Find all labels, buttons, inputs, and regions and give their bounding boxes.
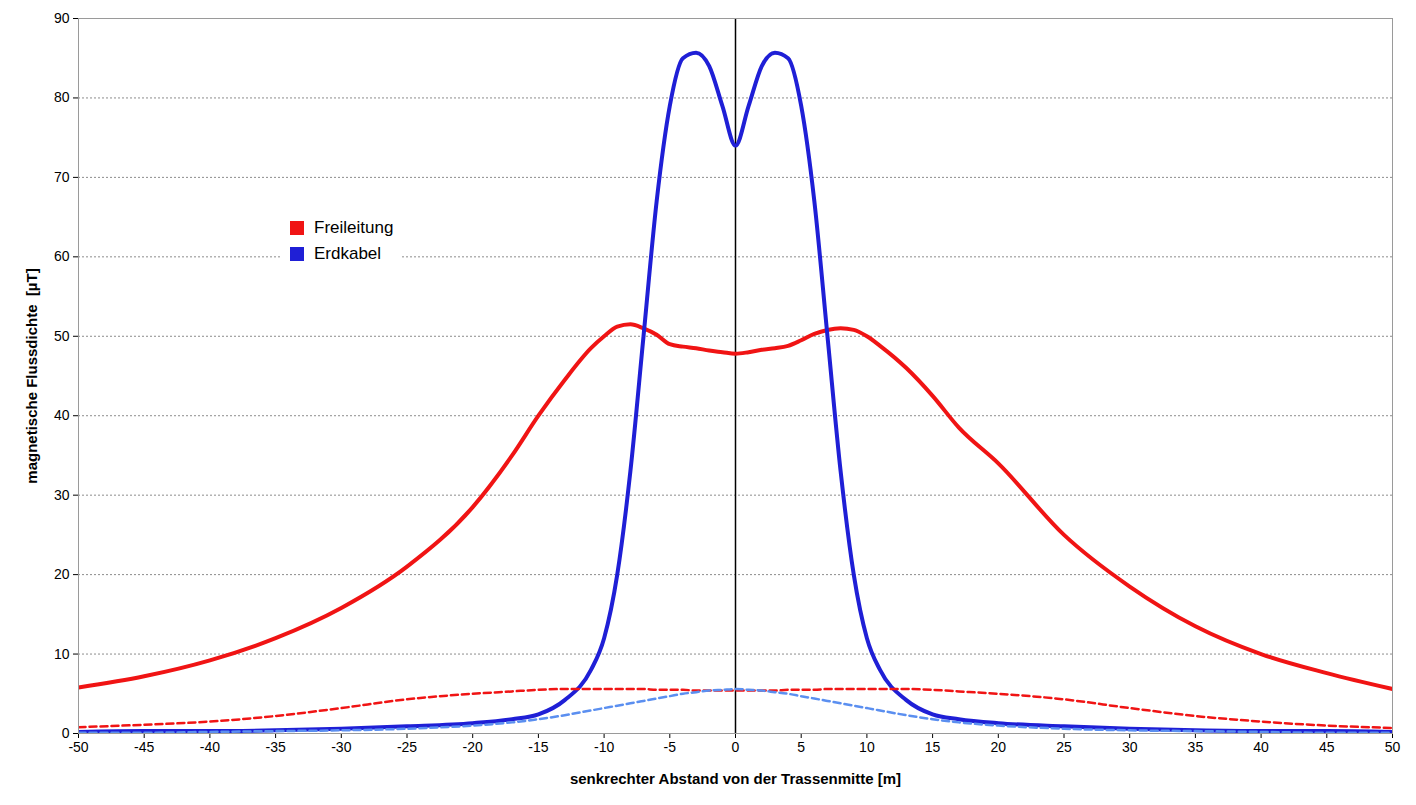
svg-text:10: 10 [54, 646, 70, 662]
svg-text:-15: -15 [528, 739, 548, 755]
svg-text:10: 10 [859, 739, 875, 755]
svg-text:-50: -50 [68, 739, 88, 755]
svg-text:25: 25 [1056, 739, 1072, 755]
svg-text:-20: -20 [463, 739, 483, 755]
svg-text:45: 45 [1319, 739, 1335, 755]
svg-text:30: 30 [54, 487, 70, 503]
svg-text:70: 70 [54, 169, 70, 185]
svg-text:-10: -10 [594, 739, 614, 755]
svg-text:0: 0 [61, 725, 70, 741]
svg-text:35: 35 [1188, 739, 1204, 755]
svg-text:90: 90 [54, 10, 70, 26]
html-text:Freileitung: Freileitung [314, 218, 394, 237]
svg-text:40: 40 [54, 407, 70, 423]
svg-text:-30: -30 [331, 739, 351, 755]
svg-text:40: 40 [1253, 739, 1269, 755]
svg-text:50: 50 [1385, 739, 1401, 755]
svg-text:15: 15 [925, 739, 941, 755]
svg-text:20: 20 [991, 739, 1007, 755]
svg-text:-25: -25 [397, 739, 417, 755]
svg-text:-35: -35 [265, 739, 285, 755]
svg-text:0: 0 [732, 739, 740, 755]
svg-text:-45: -45 [134, 739, 154, 755]
svg-text:-40: -40 [200, 739, 220, 755]
svg-text:60: 60 [54, 248, 70, 264]
svg-text:senkrechter Abstand von der Tr: senkrechter Abstand von der Trassenmitte… [570, 770, 901, 787]
html-text:Erdkabel: Erdkabel [314, 244, 382, 263]
svg-text:-5: -5 [664, 739, 677, 755]
svg-text:80: 80 [54, 89, 70, 105]
svg-text:magnetische Flussdichte [µT]: magnetische Flussdichte [µT] [23, 268, 40, 483]
svg-text:30: 30 [1122, 739, 1138, 755]
svg-text:5: 5 [797, 739, 805, 755]
svg-text:50: 50 [54, 328, 70, 344]
svg-text:20: 20 [54, 566, 70, 582]
